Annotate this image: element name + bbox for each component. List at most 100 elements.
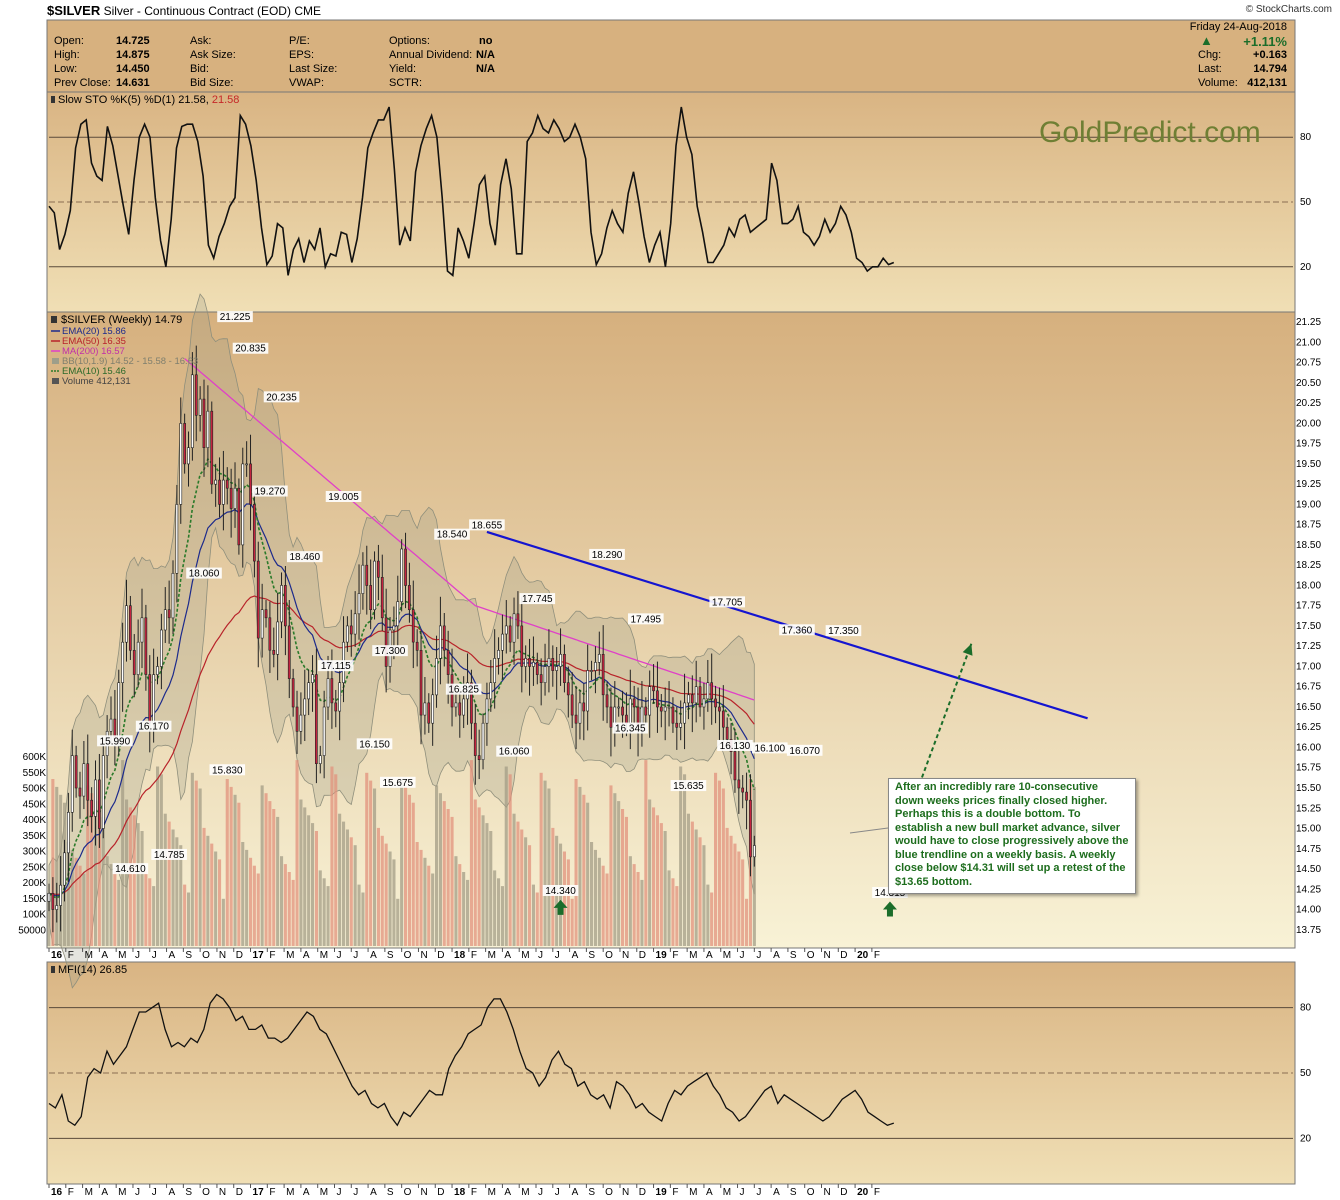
x-tick-label: F [471,1187,477,1198]
x-tick-label: J [756,950,761,961]
ask-label: Ask: [190,35,212,47]
x-tick-label: J [538,1187,543,1198]
quote-label-high: High: [54,49,80,61]
price-label-bg [628,613,664,625]
volume-bar [66,842,70,946]
candle-body [698,686,702,708]
yield-label: Yield: [389,63,417,75]
candle-body [163,609,167,631]
candle-body [725,726,729,740]
volume-bar [233,794,237,946]
mfi-tick-label: 80 [1300,1003,1312,1014]
volume-bar [280,856,284,946]
price-tick-label: 18.25 [1296,560,1321,571]
candle-body [175,504,179,574]
candle-body [508,625,512,643]
price-label-bg [779,624,815,636]
candle-body [194,374,198,416]
volume-bar [225,779,229,946]
candle-body [268,617,272,651]
price-label: 14.340 [545,886,576,897]
candle-body [578,702,582,724]
x-tick-label: O [605,950,613,961]
price-label-bg [112,863,149,875]
volume-bar [229,786,233,946]
x-tick-label: A [303,1187,310,1198]
volume-bar [241,842,245,946]
candle-body [167,609,171,619]
candle-body [632,698,636,708]
x-tick-label: A [773,950,780,961]
candle-body [535,662,539,675]
volume-bar [462,872,466,946]
x-tick-label: O [202,950,210,961]
candle-body [101,755,105,829]
candle-body [187,447,190,465]
candle-body [710,682,713,700]
x-tick-label: 20 [857,950,869,961]
volume-bar [473,799,477,946]
volume-bar [578,786,582,946]
x-tick-label: F [672,1187,678,1198]
candle-body [303,698,307,716]
quote-label-open: Open: [54,35,84,47]
x-tick-label: A [101,950,108,961]
x-tick-label: A [572,1187,579,1198]
symbol: $SILVER [47,3,101,18]
volume-bar [361,892,365,946]
volume-bar [330,766,334,946]
candle-body [237,487,241,546]
x-tick-label: N [622,950,629,961]
volume-bar [128,807,132,946]
volume-tick-label: 500K [23,784,47,795]
x-tick-label: J [353,950,358,961]
price-label-bg [217,311,253,323]
candle-body [365,564,369,586]
candle-body [311,674,314,683]
bid-label: Bid: [190,63,209,75]
candle-body [136,641,140,675]
up-triangle-icon: ▲ [1200,33,1213,48]
candle-body [98,779,101,829]
volume-tick-label: 300K [23,847,47,858]
candle-body [694,686,698,704]
volume-bar [55,786,59,946]
volume-bar [710,892,714,946]
volume-bar [535,892,539,946]
volume-bar [671,878,675,946]
candle-body [245,463,249,466]
candle-body [94,779,97,817]
sto-legend-icon [51,96,55,103]
volume-tick-label: 600K [23,752,47,763]
candle-body [117,682,121,740]
candle-body [470,682,473,724]
x-tick-label: N [219,950,226,961]
candle-body [140,617,144,643]
volume-bar [373,788,377,946]
x-tick-label: A [504,950,511,961]
candle-body [628,698,632,724]
sto-tick-label: 80 [1300,132,1312,143]
x-tick-label: O [404,1187,412,1198]
volume-bar [582,794,586,946]
x-tick-label: 18 [454,950,466,961]
x-tick-label: M [85,950,93,961]
candle-body [745,791,748,801]
candle-body [462,698,466,716]
price-tick-label: 16.25 [1296,722,1321,733]
price-label-bg [186,567,222,579]
candle-body [481,722,485,761]
candle-body [601,653,605,696]
x-tick-label: 20 [857,1187,869,1198]
volume-bar [679,766,683,946]
candle-body [179,423,183,505]
x-tick-label: J [555,950,560,961]
price-label-bg [589,548,625,560]
last-size-label: Last Size: [289,63,338,75]
volume-bar [326,886,330,946]
candle-body [652,686,655,692]
x-tick-label: M [286,1187,294,1198]
x-tick-label: S [387,950,394,961]
volume-bar [101,816,105,946]
candle-body [617,706,620,709]
